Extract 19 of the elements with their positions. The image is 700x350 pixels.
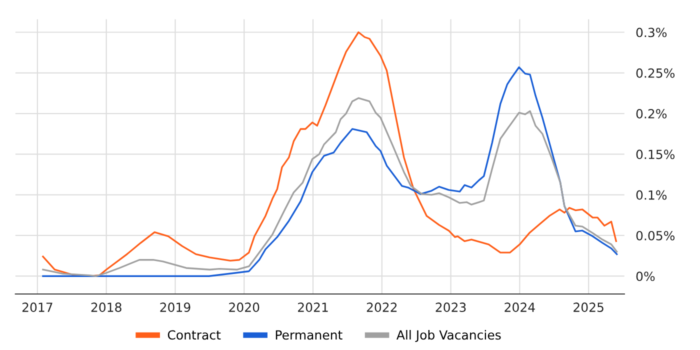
legend-label: All Job Vacancies: [396, 330, 501, 342]
x-tick-label: 2018: [91, 302, 122, 312]
y-tick-label: 0.3%: [636, 28, 667, 38]
x-tick-label: 2022: [366, 302, 397, 312]
x-tick-label: 2024: [504, 302, 535, 312]
y-tick-label: 0.05%: [636, 230, 675, 240]
x-tick-label: 2017: [22, 302, 52, 312]
x-tick-label: 2025: [574, 302, 604, 312]
y-tick-label: 0.15%: [636, 150, 675, 160]
legend-label: Permanent: [276, 330, 342, 340]
y-tick-label: 0.1%: [636, 190, 667, 200]
y-tick-label: 0%: [636, 272, 655, 282]
y-tick-label: 0.25%: [636, 68, 675, 78]
x-tick-label: 2019: [160, 302, 190, 312]
x-tick-label: 2020: [229, 302, 260, 312]
x-tick-label: 2023: [436, 302, 466, 312]
x-tick-label: 2021: [298, 302, 328, 312]
legend-label: Contract: [168, 330, 221, 340]
y-tick-label: 0.2%: [636, 109, 667, 118]
